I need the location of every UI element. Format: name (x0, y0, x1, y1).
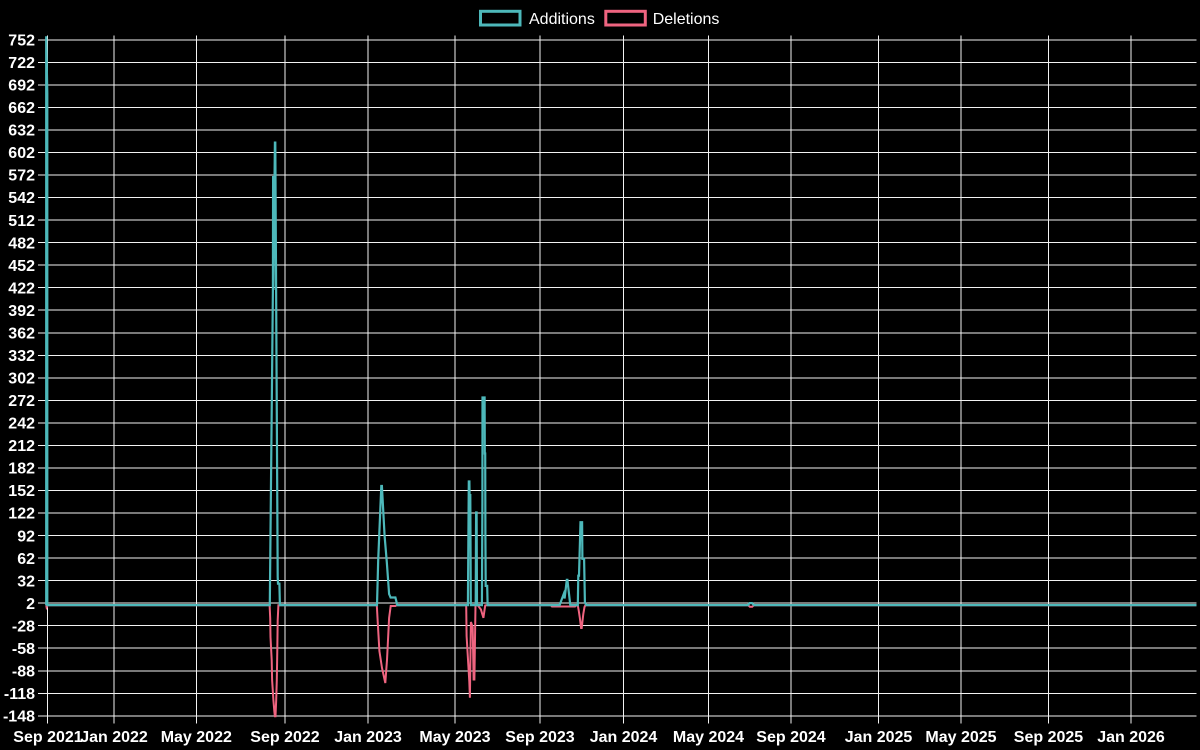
svg-text:302: 302 (8, 371, 35, 388)
svg-text:152: 152 (8, 483, 35, 500)
svg-text:-58: -58 (12, 641, 35, 658)
svg-text:632: 632 (8, 123, 35, 140)
svg-text:452: 452 (8, 258, 35, 275)
svg-text:542: 542 (8, 190, 35, 207)
svg-text:Sep 2023: Sep 2023 (505, 729, 574, 746)
svg-text:2: 2 (26, 596, 35, 613)
svg-text:512: 512 (8, 213, 35, 230)
svg-text:May 2024: May 2024 (673, 729, 744, 746)
svg-text:482: 482 (8, 235, 35, 252)
svg-text:May 2023: May 2023 (419, 729, 490, 746)
svg-text:752: 752 (8, 33, 35, 50)
svg-text:32: 32 (17, 573, 35, 590)
svg-text:Jan 2025: Jan 2025 (845, 729, 913, 746)
svg-text:-118: -118 (4, 686, 35, 703)
svg-text:Sep 2021: Sep 2021 (13, 729, 82, 746)
svg-text:332: 332 (8, 348, 35, 365)
svg-text:Jan 2023: Jan 2023 (334, 729, 402, 746)
svg-text:Deletions: Deletions (653, 11, 720, 28)
svg-text:122: 122 (8, 506, 35, 523)
svg-text:Sep 2025: Sep 2025 (1014, 729, 1083, 746)
svg-text:May 2022: May 2022 (161, 729, 232, 746)
svg-text:Jan 2024: Jan 2024 (590, 729, 658, 746)
svg-text:Jan 2026: Jan 2026 (1097, 729, 1165, 746)
svg-text:362: 362 (8, 326, 35, 343)
svg-text:662: 662 (8, 100, 35, 117)
svg-text:Additions: Additions (529, 11, 595, 28)
svg-text:62: 62 (17, 551, 35, 568)
svg-text:392: 392 (8, 303, 35, 320)
svg-text:-88: -88 (12, 664, 35, 681)
svg-text:Jan 2022: Jan 2022 (80, 729, 148, 746)
svg-text:Sep 2022: Sep 2022 (250, 729, 319, 746)
svg-text:-28: -28 (12, 618, 35, 635)
svg-text:722: 722 (8, 55, 35, 72)
svg-text:572: 572 (8, 168, 35, 185)
svg-text:422: 422 (8, 280, 35, 297)
svg-text:May 2025: May 2025 (925, 729, 996, 746)
svg-text:212: 212 (8, 438, 35, 455)
svg-text:272: 272 (8, 393, 35, 410)
svg-text:Sep 2024: Sep 2024 (756, 729, 825, 746)
svg-text:182: 182 (8, 461, 35, 478)
svg-text:602: 602 (8, 145, 35, 162)
svg-text:-148: -148 (3, 709, 35, 726)
svg-text:242: 242 (8, 416, 35, 433)
svg-text:692: 692 (8, 78, 35, 95)
svg-text:92: 92 (17, 528, 35, 545)
